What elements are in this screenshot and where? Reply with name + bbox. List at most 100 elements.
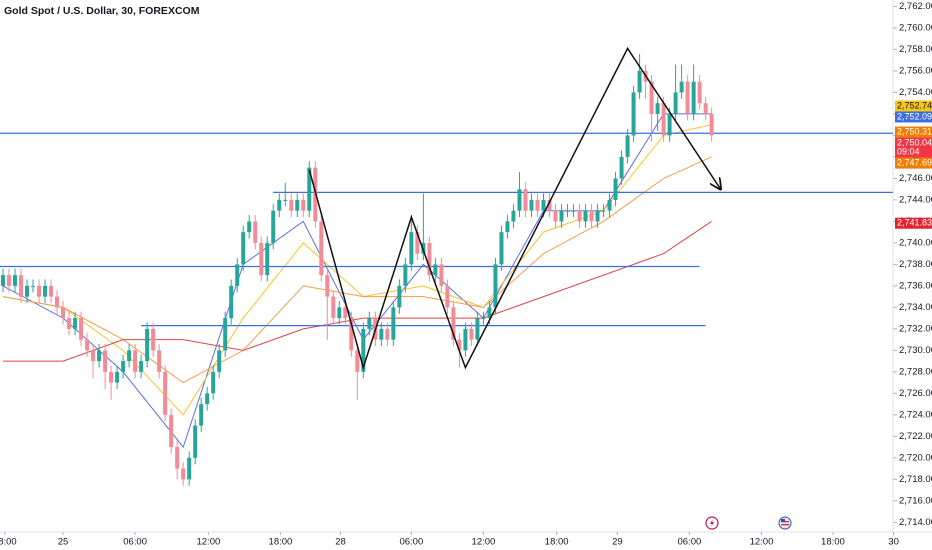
y-tick-label: 2,740.00 [899, 237, 932, 248]
x-tick-label: 28 [335, 537, 346, 548]
candle-body [445, 285, 450, 308]
candle-body [319, 221, 324, 276]
candle-body [409, 232, 414, 265]
y-tick-label: 2,744.00 [899, 194, 932, 205]
candle-body [13, 275, 18, 286]
x-tick-label: 12:00 [196, 537, 220, 548]
candle-body [25, 285, 30, 297]
candle-body [631, 92, 636, 136]
candle-body [193, 425, 198, 458]
flag-icon[interactable] [778, 516, 792, 530]
candle-body [355, 350, 360, 372]
candle-body [559, 210, 564, 222]
candle-body [679, 81, 684, 93]
candle-body [1, 275, 6, 286]
candle-body [211, 371, 216, 394]
candle-body [685, 81, 690, 114]
candle-body [499, 232, 504, 265]
candle-body [205, 393, 210, 405]
price-label: 2,750.31 [897, 126, 932, 136]
candle-body [583, 210, 588, 222]
price-label: 2,741.83 [897, 218, 932, 228]
candle-body [259, 242, 264, 276]
moving-average-line [3, 220, 712, 362]
candle-body [109, 371, 114, 383]
candle-body [385, 328, 390, 340]
candle-body [673, 92, 678, 114]
candle-body [433, 264, 438, 276]
price-label-box [895, 157, 932, 169]
y-tick-label: 2,714.00 [899, 517, 932, 528]
x-tick-label: 25 [58, 537, 69, 548]
candle-body [121, 361, 126, 372]
candle-body [589, 210, 594, 222]
candle-body [697, 81, 702, 104]
candle-body [43, 285, 48, 297]
lightning-icon[interactable] [705, 516, 719, 530]
candle-body [61, 307, 66, 319]
candle-body [661, 103, 666, 136]
candle-body [349, 318, 354, 351]
candle-body [235, 264, 240, 286]
x-tick-label: 12:00 [750, 537, 774, 548]
countdown-label: 09:04 [897, 146, 920, 156]
y-tick-label: 2,720.00 [899, 452, 932, 463]
candle-body [187, 457, 192, 480]
candle-body [325, 275, 330, 297]
y-tick-label: 2,730.00 [899, 345, 932, 356]
y-tick-label: 2,762.00 [899, 1, 932, 12]
candle-body [523, 189, 528, 211]
y-tick-label: 2,732.00 [899, 323, 932, 334]
candle-body [571, 210, 576, 212]
candle-body [637, 70, 642, 93]
candle-body [229, 285, 234, 319]
candle-body [277, 199, 282, 211]
candle-body [7, 275, 12, 286]
candle-body [163, 371, 168, 415]
candle-body [97, 350, 102, 362]
candle-body [487, 307, 492, 319]
candle-body [529, 199, 534, 211]
candle-body [37, 285, 42, 297]
price-label: 2,747.69 [897, 157, 932, 167]
price-label: 2,752.74 [897, 100, 932, 110]
y-tick-label: 2,724.00 [899, 409, 932, 420]
candle-body [67, 318, 72, 329]
candle-body [343, 307, 348, 319]
x-tick-label: 18:00 [0, 537, 17, 548]
candle-body [619, 156, 624, 179]
candle-body [307, 167, 312, 211]
candle-body [379, 328, 384, 340]
y-tick-label: 2,716.00 [899, 495, 932, 506]
y-tick-label: 2,728.00 [899, 366, 932, 377]
candle-body [181, 468, 186, 480]
candle-body [691, 81, 696, 114]
candle-body [169, 414, 174, 448]
candle-body [397, 285, 402, 308]
y-tick-label: 2,756.00 [899, 65, 932, 76]
candle-body [79, 318, 84, 340]
x-tick-label: 18:00 [269, 537, 293, 548]
candle-body [595, 210, 600, 222]
chart-title: Gold Spot / U.S. Dollar, 30, FOREXCOM [4, 5, 200, 17]
y-tick-label: 2,734.00 [899, 302, 932, 313]
candle-body [175, 447, 180, 469]
y-tick-label: 2,760.00 [899, 22, 932, 33]
candle-body [517, 189, 522, 211]
candle-body [73, 318, 78, 329]
y-tick-label: 2,718.00 [899, 474, 932, 485]
candle-body [469, 328, 474, 340]
price-label-box [895, 217, 932, 229]
x-tick-label: 30 [888, 537, 899, 548]
candle-body [649, 81, 654, 114]
candle-body [49, 285, 54, 297]
candle-body [31, 285, 36, 287]
candle-body [247, 221, 252, 233]
candle-body [553, 210, 558, 222]
y-tick-label: 2,754.00 [899, 87, 932, 98]
candle-body [295, 199, 300, 211]
candle-body [565, 210, 570, 212]
price-label-box [895, 100, 932, 112]
